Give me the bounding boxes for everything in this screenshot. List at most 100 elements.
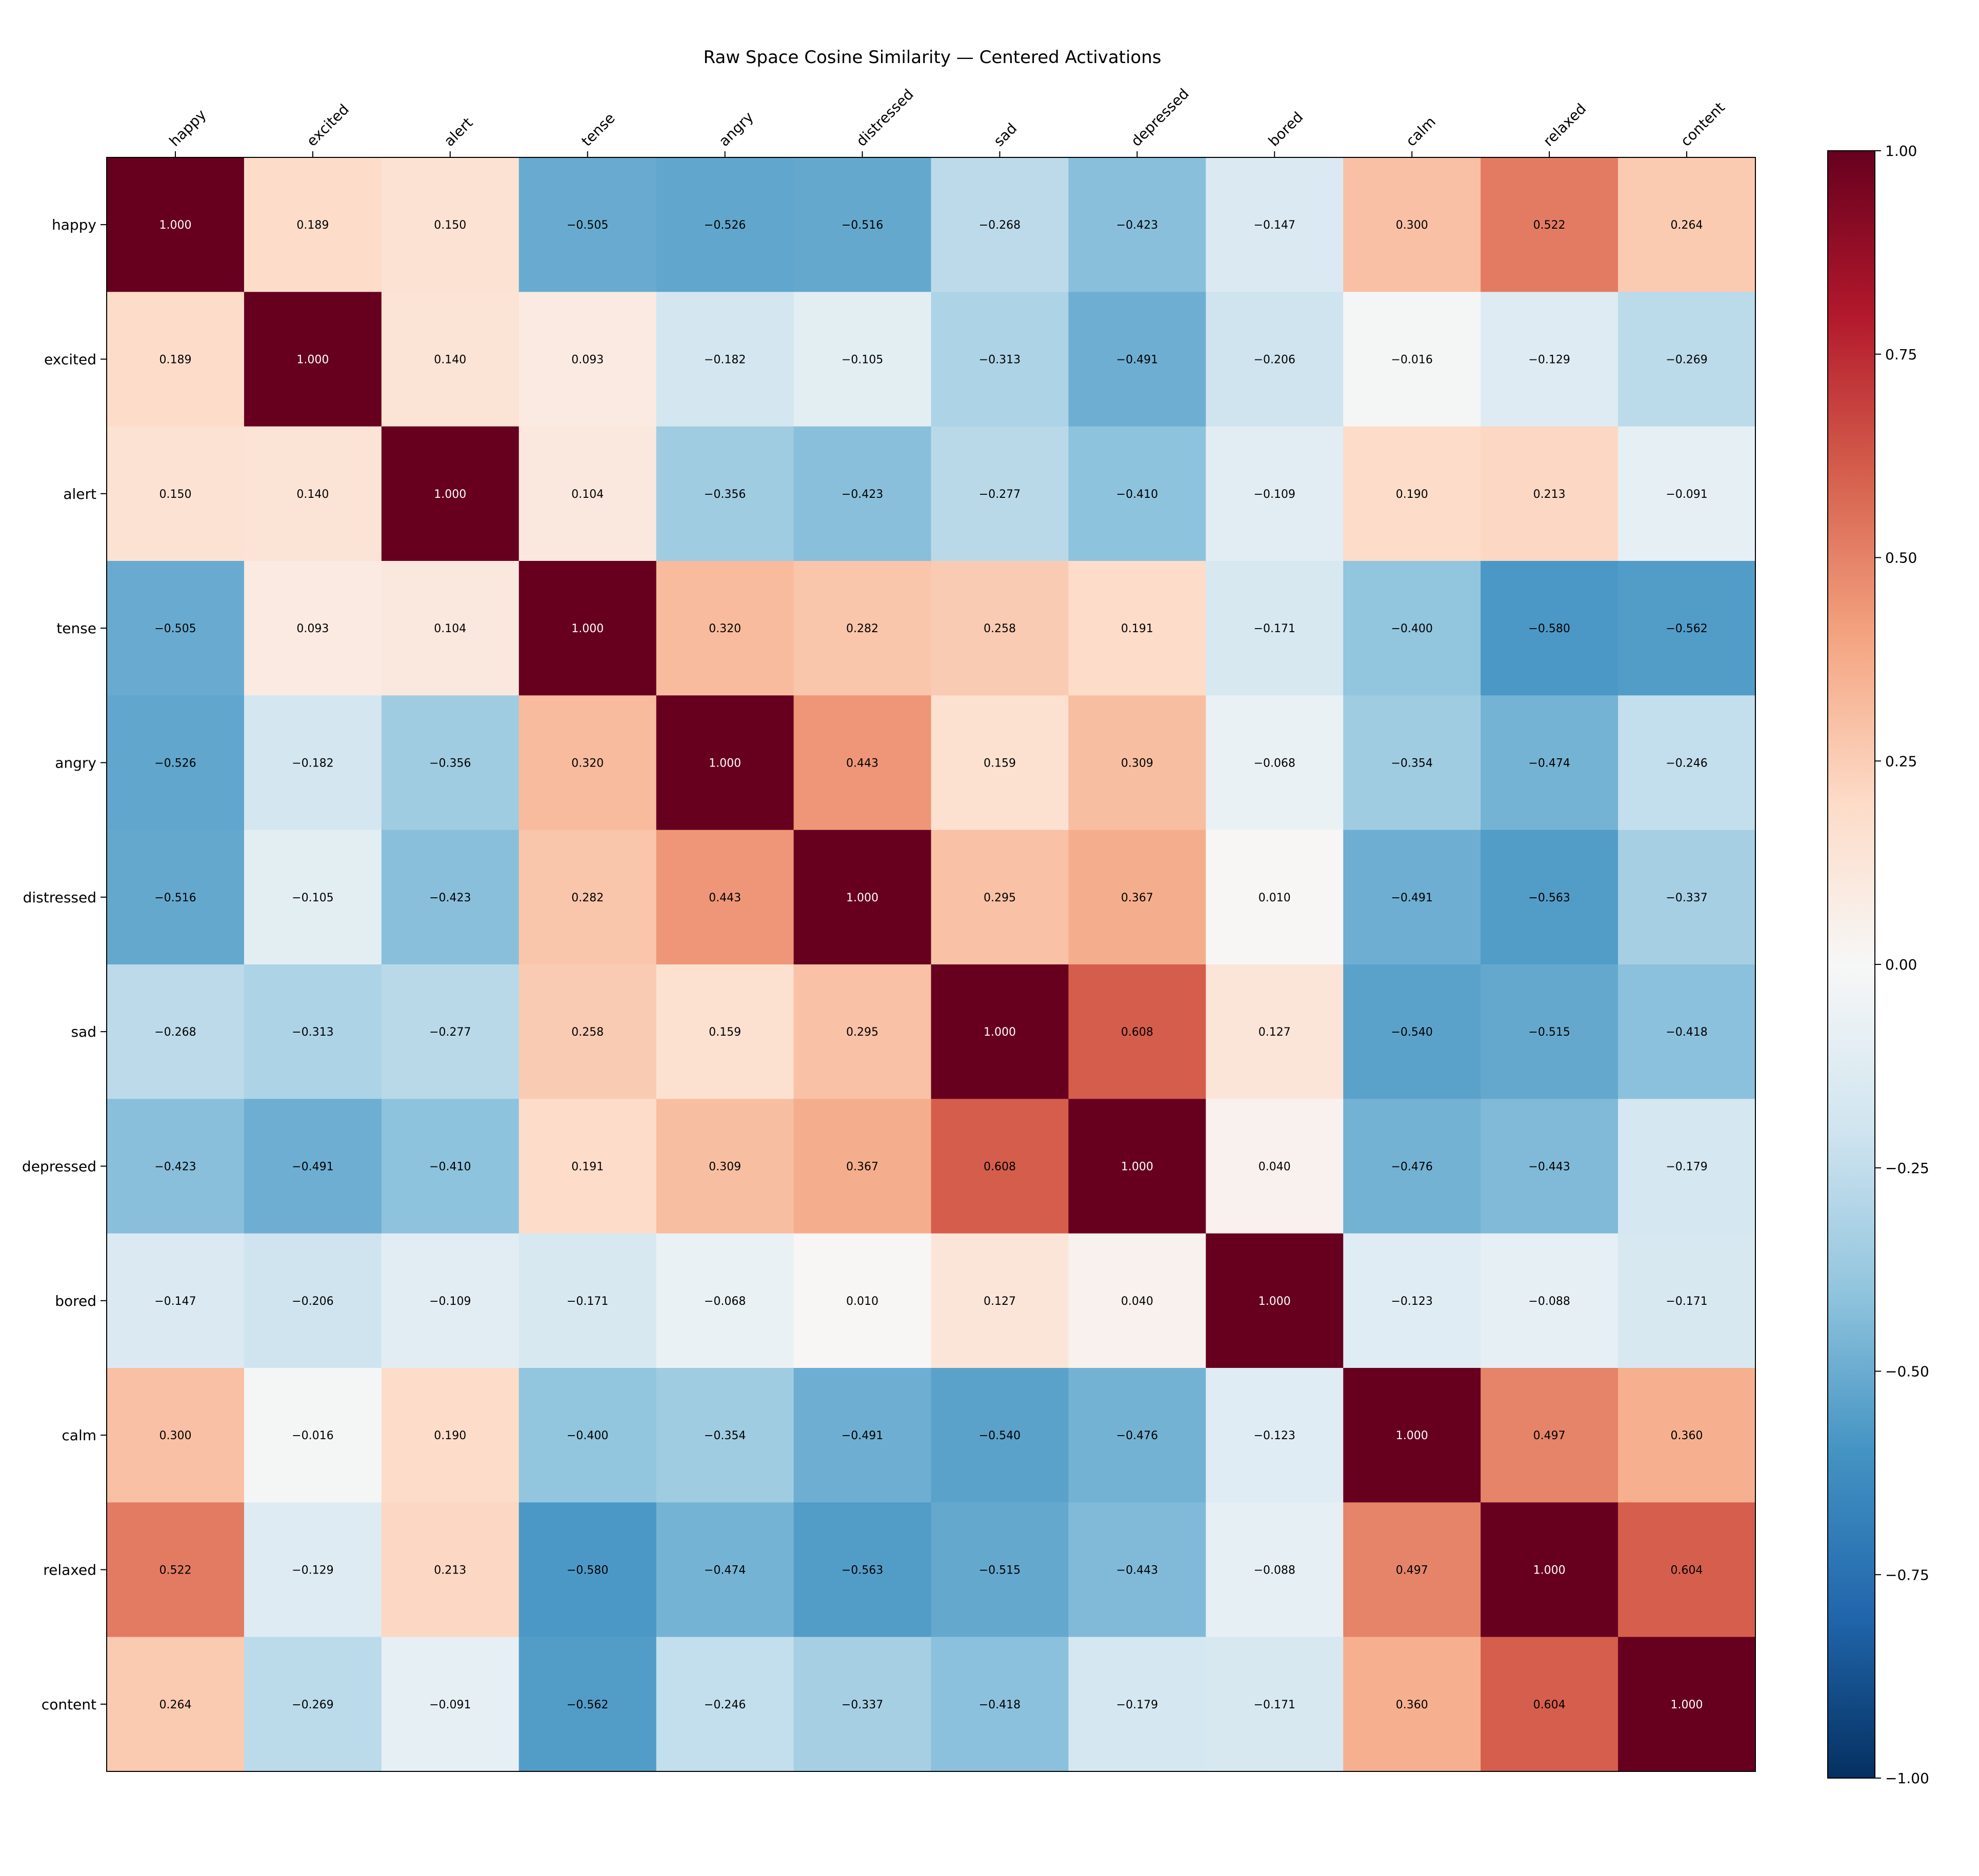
- colorbar-tick-label: 0.00: [1885, 956, 1917, 973]
- cell-value-label: 0.264: [1671, 219, 1703, 232]
- heatmap-cell: [656, 292, 794, 427]
- cell-value-label: 0.309: [709, 1161, 741, 1174]
- heatmap-cell: [107, 292, 245, 427]
- heatmap-cell: [1206, 292, 1344, 427]
- cell-value-label: 0.159: [984, 757, 1016, 770]
- heatmap-cell: [793, 292, 932, 427]
- cell-value-label: 0.189: [159, 354, 191, 367]
- heatmap-cell: [244, 1233, 382, 1368]
- cell-value-label: 0.213: [1533, 488, 1566, 501]
- cell-value-label: 0.608: [984, 1161, 1016, 1174]
- heatmap-cell: [656, 1233, 794, 1368]
- x-tick-label: distressed: [853, 86, 917, 150]
- cell-value-label: 0.295: [984, 892, 1016, 904]
- heatmap-cell: [931, 1368, 1069, 1503]
- cell-value-label: −0.526: [154, 757, 196, 770]
- colorbar-tick-label: 0.25: [1885, 753, 1917, 770]
- heatmap-cell: [381, 1099, 519, 1234]
- heatmap-cell: [1206, 1502, 1344, 1638]
- heatmap-cell: [381, 830, 519, 965]
- cell-value-label: −0.356: [429, 757, 471, 770]
- cell-value-label: 1.000: [1121, 1161, 1153, 1174]
- x-tick-label: content: [1677, 99, 1728, 150]
- cell-value-label: −0.418: [1666, 1026, 1707, 1039]
- heatmap-cells: [107, 157, 1756, 1772]
- cell-value-label: −0.088: [1528, 1295, 1570, 1308]
- cell-value-label: 0.608: [1121, 1026, 1153, 1039]
- heatmap-cell: [656, 426, 794, 561]
- cell-value-label: 0.320: [709, 622, 741, 635]
- cell-value-label: 0.282: [571, 892, 604, 904]
- cell-value-label: 0.497: [1533, 1429, 1566, 1442]
- heatmap-cell: [793, 1502, 932, 1638]
- cell-value-label: 0.127: [984, 1295, 1016, 1308]
- y-tick-label: excited: [44, 351, 96, 368]
- heatmap-cell: [1068, 1233, 1206, 1368]
- cell-value-label: 1.000: [1396, 1429, 1428, 1442]
- heatmap-cell: [1343, 1637, 1481, 1772]
- cell-value-label: −0.171: [1254, 1699, 1295, 1711]
- cell-value-label: 0.127: [1258, 1026, 1291, 1039]
- cell-value-label: −0.491: [292, 1161, 333, 1174]
- heatmap-cell: [1343, 964, 1481, 1099]
- heatmap-cell: [793, 1368, 932, 1503]
- heatmap-cell: [381, 1233, 519, 1368]
- heatmap-cell: [1481, 830, 1618, 965]
- heatmap-cell: [931, 1502, 1069, 1638]
- heatmap-cell: [1068, 157, 1206, 292]
- heatmap-cell: [518, 561, 657, 696]
- cell-value-label: −0.109: [1254, 488, 1295, 501]
- colorbar-gradient: [1827, 150, 1875, 1779]
- cell-value-label: 0.104: [571, 488, 604, 501]
- cell-value-label: −0.277: [979, 488, 1021, 501]
- cell-value-label: −0.246: [1666, 757, 1707, 770]
- cell-value-label: −0.423: [842, 488, 883, 501]
- heatmap-cell: [793, 695, 932, 831]
- heatmap-cell: [107, 964, 245, 1099]
- cell-value-label: 1.000: [984, 1026, 1016, 1039]
- x-tick-label: bored: [1265, 108, 1306, 149]
- heatmap-cell: [1481, 157, 1618, 292]
- cell-value-label: 0.522: [159, 1564, 191, 1577]
- cell-value-label: 0.191: [571, 1161, 604, 1174]
- heatmap-cell: [244, 830, 382, 965]
- heatmap-cell: [244, 1368, 382, 1503]
- cell-value-label: 1.000: [571, 622, 604, 635]
- colorbar-tick-label: −0.75: [1885, 1566, 1929, 1583]
- cell-value-label: 0.360: [1396, 1699, 1428, 1711]
- heatmap-cell: [244, 1637, 382, 1772]
- cell-value-label: −0.410: [1116, 488, 1158, 501]
- heatmap-cell: [1481, 1368, 1618, 1503]
- cell-value-label: −0.474: [704, 1564, 746, 1577]
- heatmap-cell: [656, 1502, 794, 1638]
- cell-value-label: −0.443: [1116, 1564, 1158, 1577]
- heatmap-cell: [1068, 1502, 1206, 1638]
- heatmap-cell: [931, 426, 1069, 561]
- cell-value-label: −0.268: [154, 1026, 196, 1039]
- heatmap-cell: [381, 1502, 519, 1638]
- cell-value-label: 0.300: [159, 1429, 191, 1442]
- heatmap-cell: [793, 561, 932, 696]
- cell-value-label: −0.171: [1254, 622, 1295, 635]
- heatmap-cell: [1206, 695, 1344, 831]
- heatmap-cell: [244, 1502, 382, 1638]
- colorbar-tick-label: −0.25: [1885, 1160, 1929, 1177]
- heatmap-cell: [107, 1099, 245, 1234]
- heatmap-cell: [1618, 1368, 1756, 1503]
- heatmap-cell: [931, 561, 1069, 696]
- heatmap-cell: [1481, 426, 1618, 561]
- y-tick-label: calm: [62, 1427, 96, 1444]
- heatmap-cell: [793, 426, 932, 561]
- x-tick-label: tense: [578, 110, 618, 150]
- heatmap-cell: [793, 964, 932, 1099]
- cell-value-label: 0.191: [1121, 622, 1153, 635]
- cell-value-label: −0.580: [567, 1564, 608, 1577]
- heatmap-cell: [518, 695, 657, 831]
- cell-value-label: 0.295: [846, 1026, 878, 1039]
- heatmap-cell: [931, 1637, 1069, 1772]
- heatmap-cell: [656, 695, 794, 831]
- heatmap-cell: [381, 1368, 519, 1503]
- heatmap-cell: [244, 426, 382, 561]
- cell-value-label: −0.476: [1116, 1429, 1158, 1442]
- heatmap-cell: [931, 830, 1069, 965]
